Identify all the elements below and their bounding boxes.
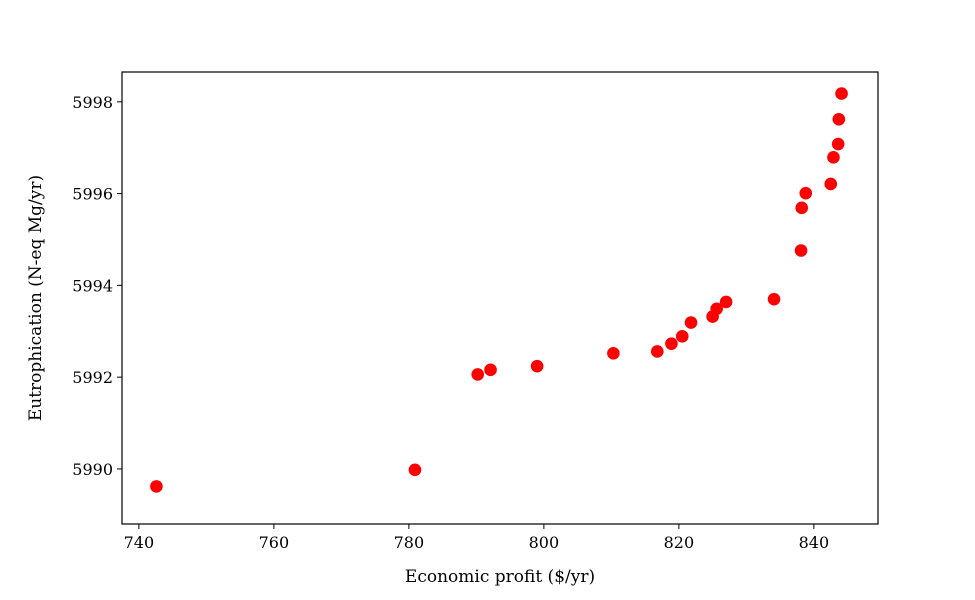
data-points bbox=[150, 87, 848, 493]
data-point bbox=[665, 337, 678, 350]
data-point bbox=[827, 151, 840, 164]
data-point bbox=[824, 177, 838, 191]
data-point bbox=[710, 302, 723, 316]
data-point bbox=[794, 244, 808, 257]
data-point bbox=[831, 137, 845, 151]
data-point bbox=[484, 363, 497, 377]
data-point bbox=[471, 368, 485, 381]
x-tick-label: 800 bbox=[529, 533, 560, 552]
data-point bbox=[675, 330, 689, 343]
x-axis-ticks: 740 760 780 800 820 840 bbox=[124, 524, 830, 552]
y-tick-label: 5998 bbox=[72, 93, 113, 112]
y-axis-title: Eutrophication (N-eq Mg/yr) bbox=[26, 175, 46, 421]
data-point bbox=[607, 346, 620, 360]
data-point bbox=[719, 295, 733, 309]
y-tick-label: 5990 bbox=[72, 460, 113, 479]
data-point bbox=[150, 480, 163, 493]
x-axis-title: Economic profit ($/yr) bbox=[405, 567, 595, 587]
y-tick-label: 5994 bbox=[72, 276, 113, 295]
data-point bbox=[408, 463, 422, 477]
data-point bbox=[832, 112, 846, 126]
data-point bbox=[767, 292, 781, 306]
y-axis-ticks: 5990 5992 5994 5996 5998 bbox=[72, 93, 122, 479]
data-point bbox=[799, 186, 813, 200]
x-tick-label: 740 bbox=[124, 533, 155, 552]
data-point bbox=[835, 87, 848, 100]
plot-area-frame bbox=[121, 71, 879, 525]
data-point bbox=[650, 345, 664, 358]
x-tick-label: 820 bbox=[664, 533, 695, 552]
x-tick-label: 840 bbox=[799, 533, 830, 552]
x-tick-label: 760 bbox=[259, 533, 290, 552]
data-point bbox=[530, 359, 544, 373]
x-tick-label: 780 bbox=[394, 533, 425, 552]
data-point bbox=[684, 316, 698, 329]
y-tick-label: 5992 bbox=[72, 368, 113, 387]
data-point bbox=[795, 201, 809, 215]
y-tick-label: 5996 bbox=[72, 185, 113, 204]
